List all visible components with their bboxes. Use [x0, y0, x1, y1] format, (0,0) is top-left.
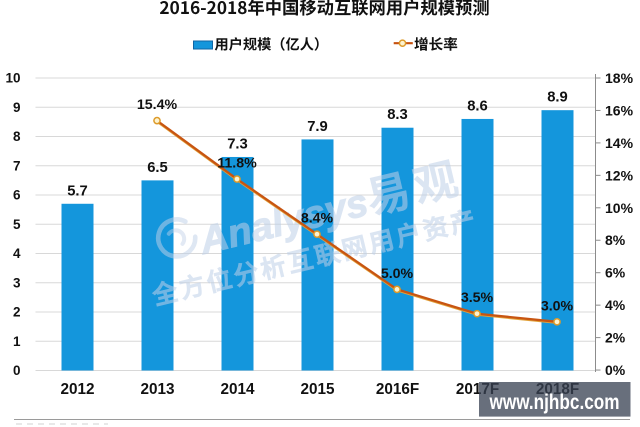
svg-text:14%: 14%: [605, 135, 634, 151]
svg-text:8.6: 8.6: [467, 99, 488, 115]
svg-text:8%: 8%: [605, 232, 626, 248]
svg-text:8: 8: [13, 129, 21, 144]
svg-text:15.4%: 15.4%: [137, 97, 178, 113]
svg-text:2013: 2013: [140, 381, 174, 398]
svg-text:6%: 6%: [605, 265, 626, 281]
svg-text:www.njhbc.com: www.njhbc.com: [489, 391, 620, 414]
svg-text:3.0%: 3.0%: [541, 298, 574, 314]
svg-text:2016F: 2016F: [376, 381, 419, 398]
svg-text:18%: 18%: [605, 70, 634, 86]
svg-text:12%: 12%: [605, 167, 634, 183]
svg-text:6.5: 6.5: [147, 160, 168, 176]
svg-text:7.9: 7.9: [307, 119, 328, 135]
svg-text:6: 6: [13, 188, 21, 203]
svg-text:5: 5: [13, 217, 21, 232]
svg-text:3: 3: [13, 275, 21, 290]
svg-text:2: 2: [13, 305, 21, 320]
svg-text:10: 10: [5, 71, 20, 86]
svg-text:4: 4: [13, 246, 21, 261]
svg-text:5.7: 5.7: [67, 183, 88, 199]
svg-text:9: 9: [13, 100, 21, 115]
svg-text:1: 1: [13, 334, 21, 349]
svg-text:7: 7: [13, 158, 21, 173]
svg-text:3.5%: 3.5%: [461, 290, 494, 306]
svg-text:5.0%: 5.0%: [381, 266, 414, 282]
svg-text:2014: 2014: [220, 381, 255, 398]
svg-text:2%: 2%: [605, 330, 626, 346]
svg-text:2015: 2015: [300, 381, 335, 398]
svg-text:10%: 10%: [605, 200, 634, 216]
svg-text:4%: 4%: [605, 297, 626, 313]
svg-text:8.9: 8.9: [547, 90, 568, 106]
svg-text:16%: 16%: [605, 103, 634, 119]
svg-text:7.3: 7.3: [227, 137, 248, 153]
svg-text:2012: 2012: [60, 381, 94, 398]
svg-text:0: 0: [13, 363, 21, 378]
svg-text:8.4%: 8.4%: [301, 211, 334, 227]
svg-text:8.3: 8.3: [387, 107, 408, 123]
svg-text:0%: 0%: [605, 362, 626, 378]
svg-text:11.8%: 11.8%: [217, 156, 257, 172]
